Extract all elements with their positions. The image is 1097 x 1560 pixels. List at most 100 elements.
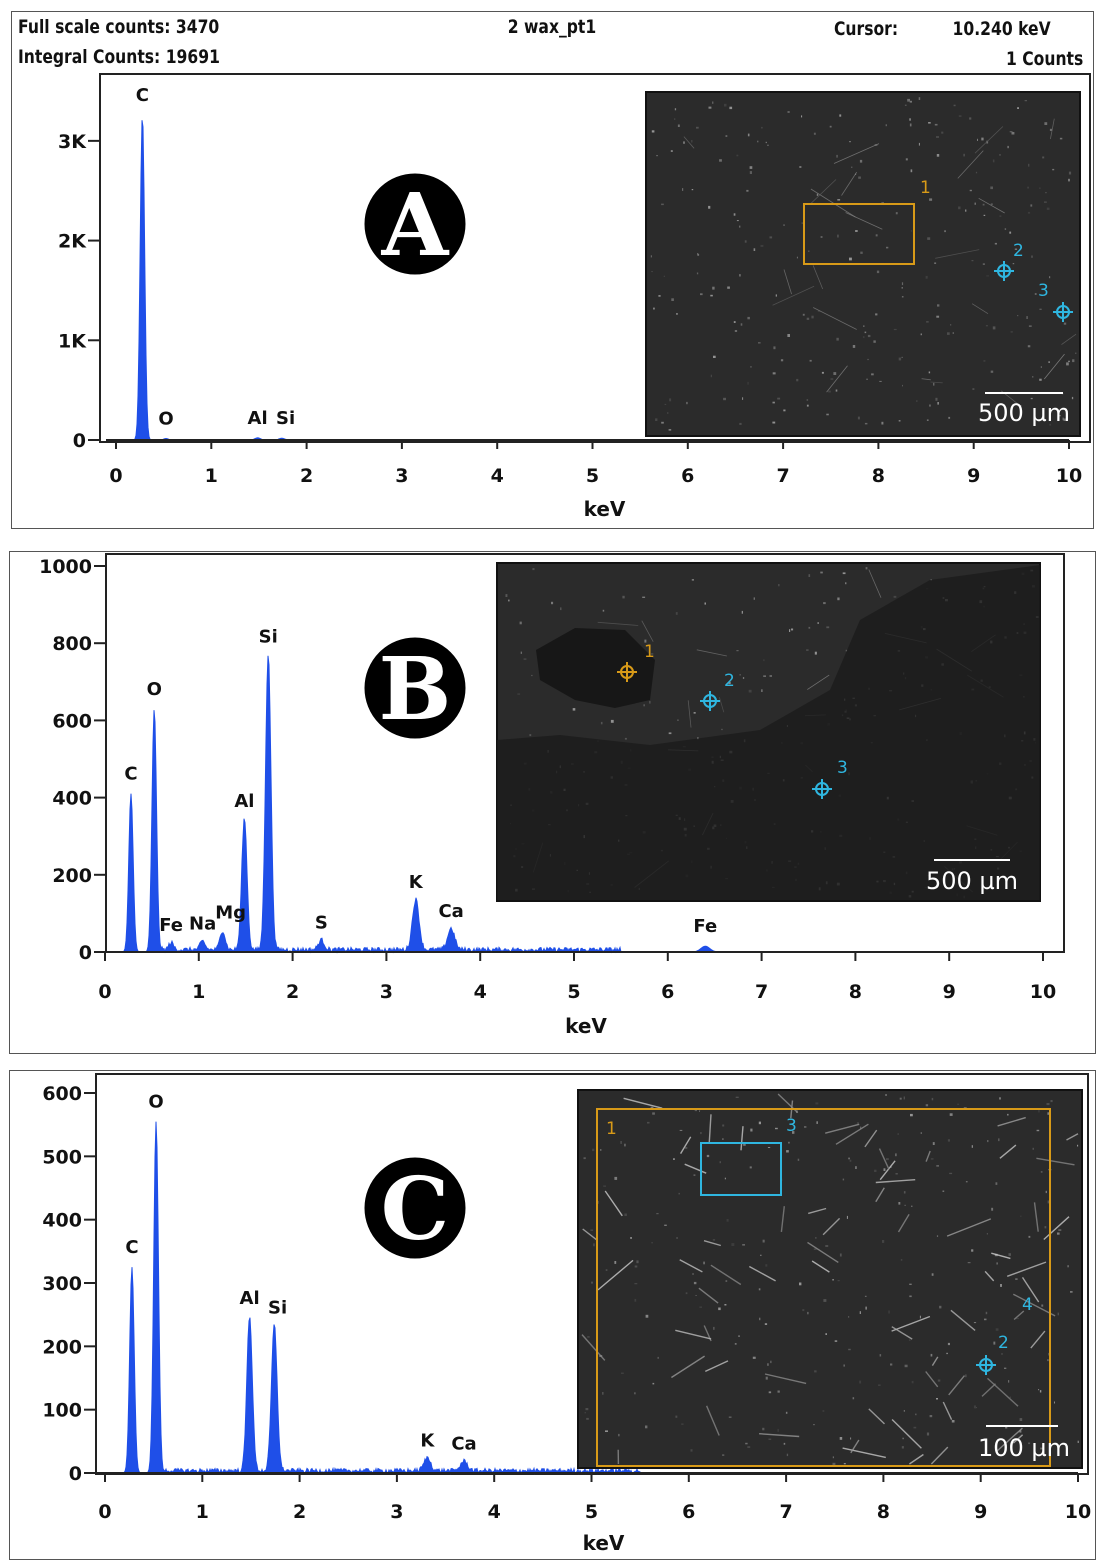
micrograph-speckle (742, 1244, 745, 1245)
micrograph-speckle (831, 378, 834, 380)
micrograph-speckle (696, 127, 699, 129)
micrograph-speckle (1047, 208, 1050, 210)
micrograph-speckle (624, 1214, 627, 1217)
micrograph-speckle (614, 1177, 617, 1180)
micrograph-speckle (736, 1097, 739, 1098)
micrograph-speckle (865, 423, 868, 425)
micrograph-speckle (966, 1181, 968, 1182)
micrograph-speckle (936, 1165, 939, 1166)
micrograph-speckle (722, 1454, 724, 1455)
micrograph-speckle (593, 1243, 595, 1246)
micrograph-speckle (807, 318, 810, 320)
marker-label-2: 2 (724, 671, 735, 691)
micrograph-speckle (807, 400, 809, 401)
micrograph-speckle (651, 255, 652, 257)
micrograph-speckle (926, 321, 929, 323)
micrograph-speckle (901, 357, 903, 358)
micrograph-speckle (933, 1142, 935, 1145)
micrograph-speckle (1072, 359, 1074, 362)
micrograph-speckle (761, 689, 763, 692)
micrograph-speckle (734, 213, 736, 215)
micrograph-speckle (735, 330, 737, 331)
micrograph-speckle (679, 1193, 680, 1195)
micrograph-speckle (936, 136, 939, 138)
micrograph-speckle (767, 145, 769, 146)
micrograph-speckle (686, 1292, 688, 1294)
x-tick-label: 4 (474, 981, 487, 1003)
micrograph-speckle (1039, 187, 1040, 189)
micrograph-speckle (911, 230, 912, 231)
micrograph-speckle (531, 675, 532, 676)
micrograph-speckle (673, 1158, 675, 1160)
micrograph-speckle (1068, 179, 1070, 182)
y-tick-label: 3K (58, 131, 87, 153)
micrograph-speckle (821, 237, 823, 238)
micrograph-speckle (796, 379, 798, 381)
micrograph-speckle (1039, 309, 1041, 310)
micrograph-speckle (1038, 1389, 1039, 1390)
peak-label-ca: Ca (438, 901, 463, 922)
micrograph-speckle (647, 1122, 650, 1124)
micrograph-speckle (778, 584, 779, 586)
x-tick-label: 6 (682, 1501, 695, 1523)
micrograph-speckle (1028, 345, 1031, 347)
peak-label-al: Al (248, 408, 268, 429)
micrograph-speckle (880, 1354, 882, 1356)
micrograph-speckle (692, 579, 694, 581)
micrograph-speckle (592, 1149, 594, 1151)
micrograph-speckle (865, 1296, 867, 1297)
micrograph-speckle (825, 1333, 827, 1335)
micrograph-speckle (797, 257, 798, 259)
micrograph-speckle (1075, 353, 1076, 354)
micrograph-speckle (787, 334, 790, 337)
micrograph-speckle (1031, 256, 1033, 258)
micrograph-speckle (605, 1430, 608, 1432)
scale-bar-label: 500 µm (926, 867, 1018, 895)
micrograph-speckle (739, 423, 741, 425)
micrograph-speckle (902, 1446, 904, 1448)
peak-label-al: Al (234, 791, 254, 812)
micrograph-speckle (875, 313, 877, 315)
micrograph-speckle (905, 105, 907, 106)
micrograph-speckle (727, 1219, 729, 1222)
micrograph-speckle (847, 1216, 848, 1219)
micrograph-speckle (669, 398, 671, 401)
micrograph-speckle (939, 1306, 941, 1309)
micrograph-speckle (724, 1304, 726, 1306)
x-tick-label: 3 (390, 1501, 403, 1523)
panel-badge: A (363, 172, 467, 276)
micrograph-speckle (606, 1270, 608, 1271)
micrograph-speckle (1064, 323, 1066, 325)
peak-label-ca: Ca (451, 1434, 476, 1455)
micrograph-speckle (882, 1240, 884, 1243)
micrograph-speckle (1054, 1402, 1055, 1404)
micrograph-speckle (909, 1339, 911, 1341)
micrograph-speckle (958, 207, 960, 210)
micrograph-speckle (770, 675, 773, 676)
micrograph-speckle (697, 273, 698, 275)
scale-bar-label: 100 µm (978, 1434, 1070, 1462)
micrograph-speckle (524, 659, 527, 660)
micrograph-speckle (837, 235, 839, 238)
micrograph-speckle (699, 1307, 702, 1308)
micrograph-speckle (587, 1336, 590, 1338)
micrograph-speckle (999, 1097, 1001, 1099)
micrograph-speckle (895, 1153, 897, 1156)
micrograph-speckle (1041, 366, 1042, 368)
micrograph-speckle (914, 1427, 917, 1429)
micrograph-speckle (709, 107, 712, 109)
micrograph-speckle (1004, 1368, 1006, 1369)
x-axis-title: keV (584, 497, 626, 521)
micrograph-speckle (506, 594, 508, 597)
micrograph-speckle (1028, 164, 1029, 167)
micrograph-speckle (1069, 172, 1071, 175)
micrograph-speckle (909, 1284, 912, 1285)
micrograph-speckle (865, 332, 867, 334)
micrograph-speckle (787, 1454, 788, 1456)
x-tick-label: 10 (1056, 465, 1082, 487)
micrograph-speckle (983, 264, 985, 265)
micrograph-speckle (1017, 315, 1018, 316)
micrograph-speckle (886, 247, 888, 249)
micrograph-speckle (886, 124, 887, 126)
